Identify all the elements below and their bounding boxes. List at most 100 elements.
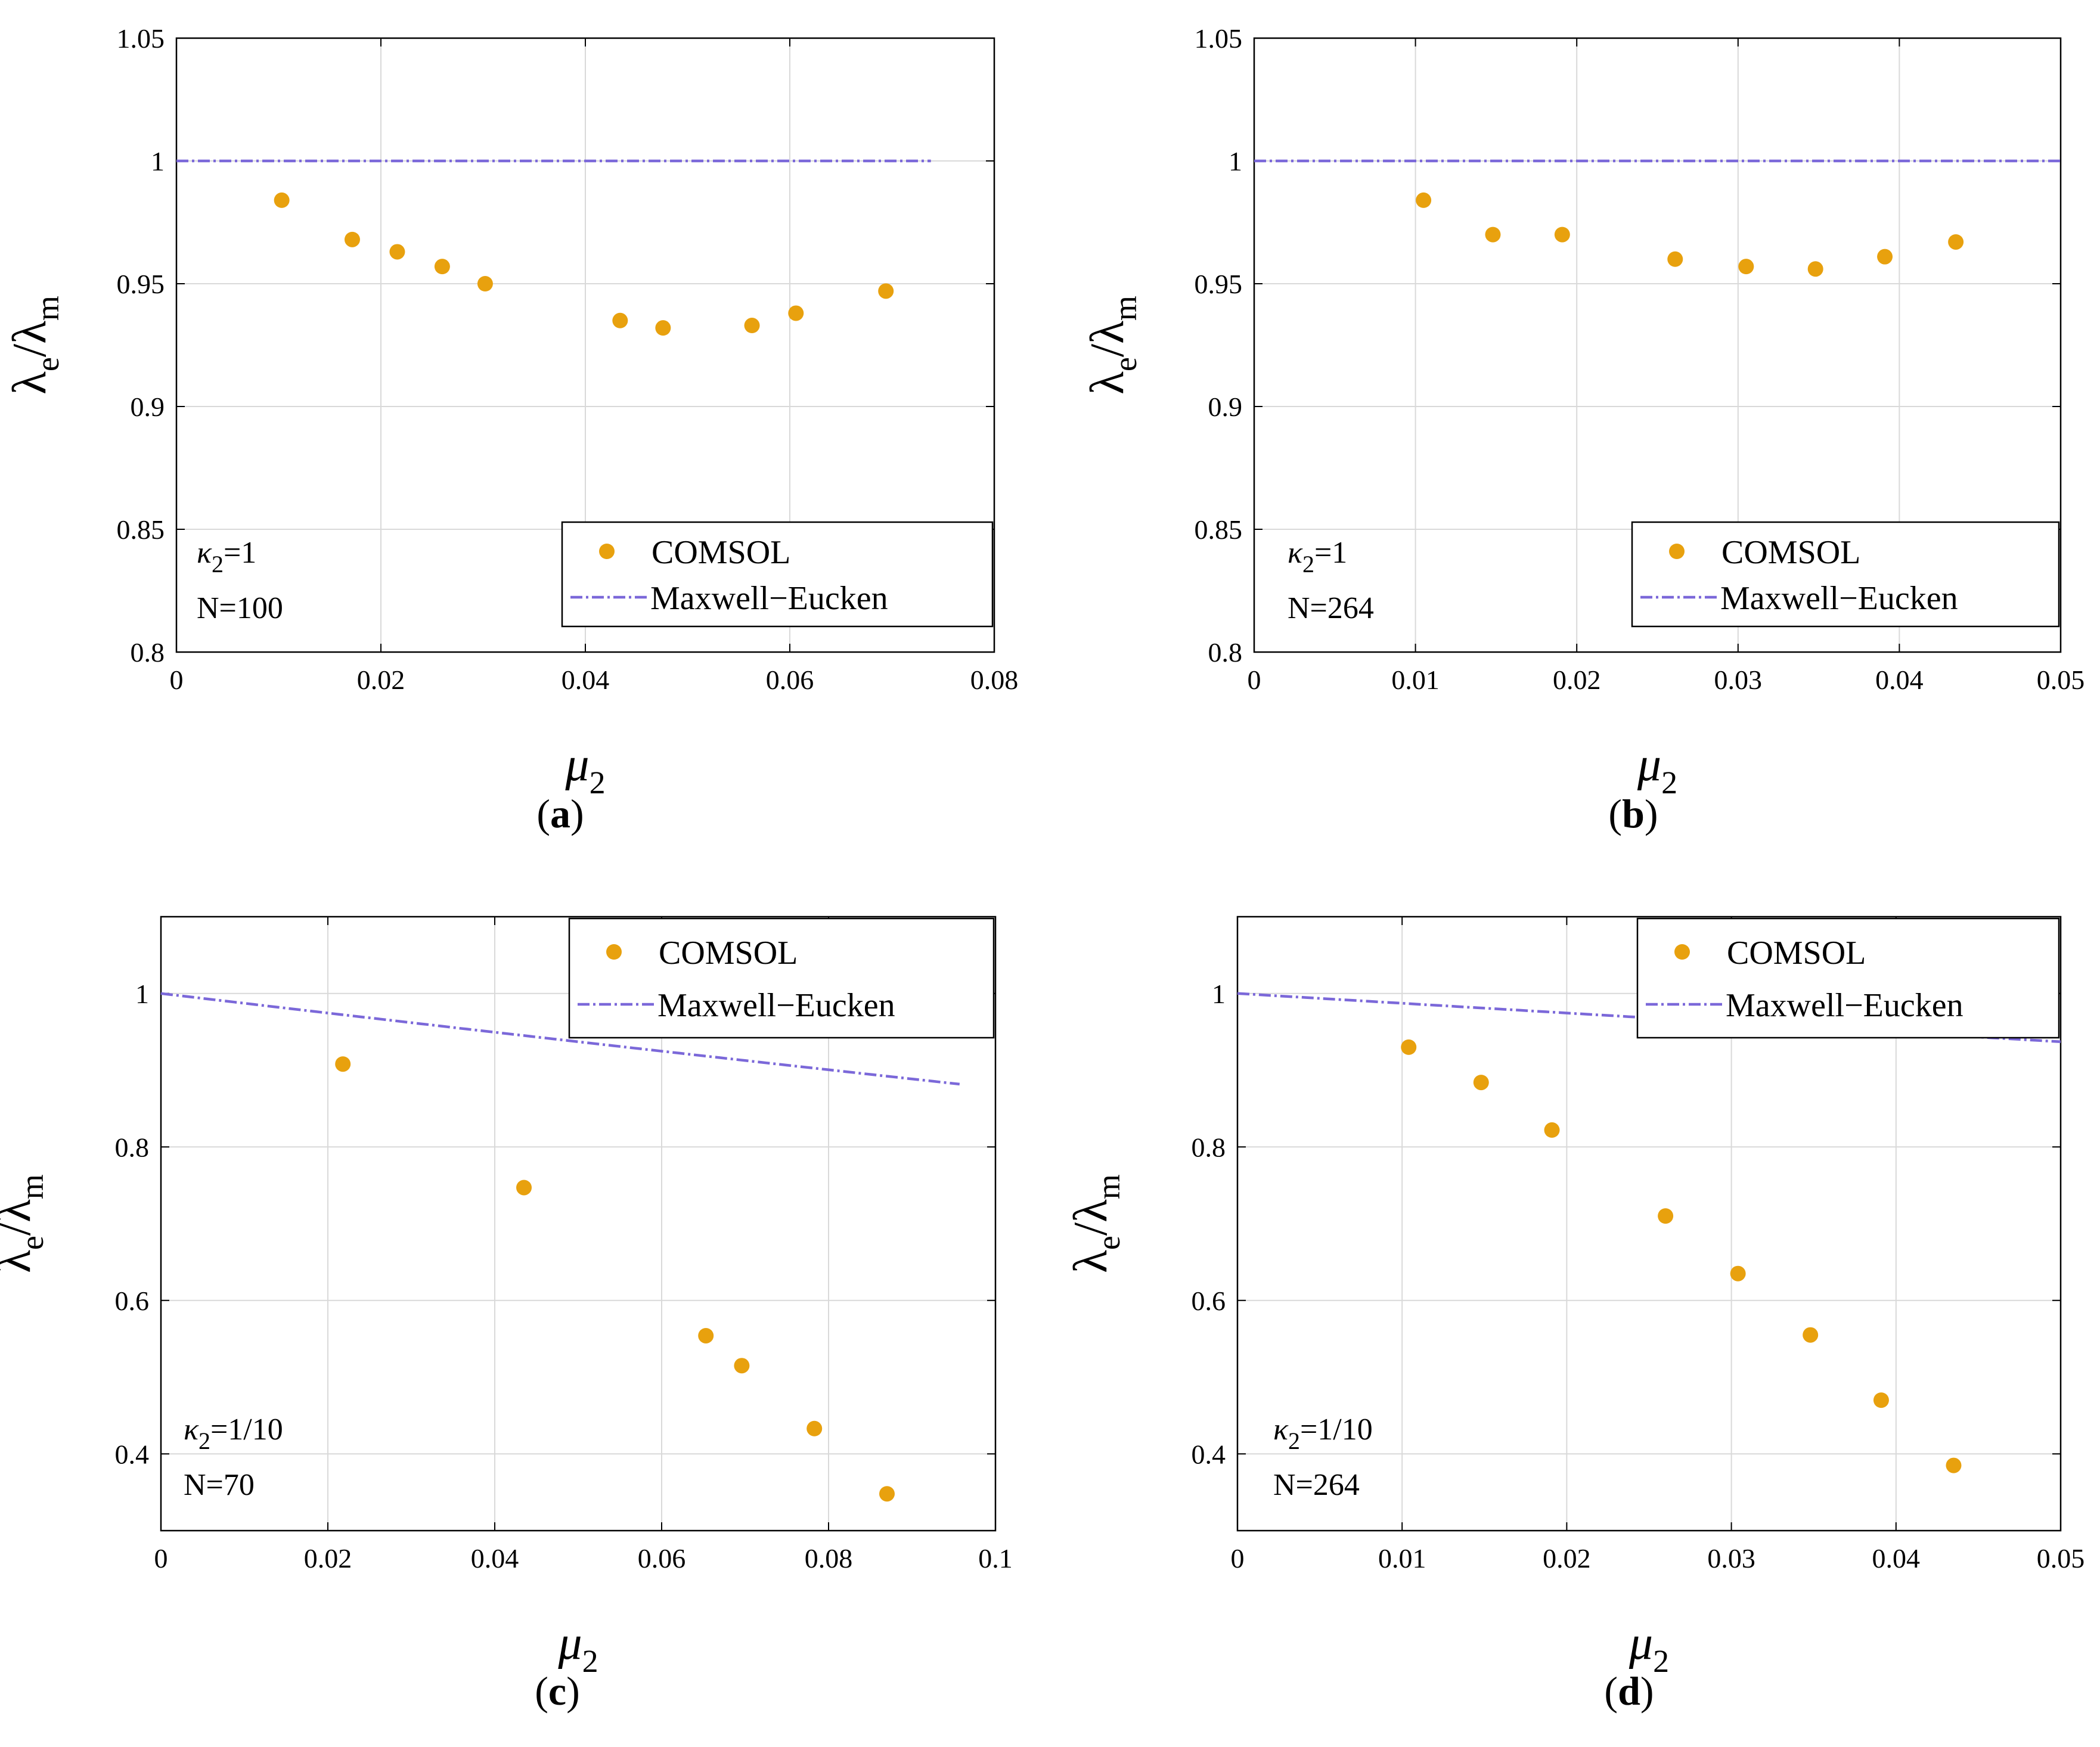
- y-tick-label: 0.6: [115, 1286, 150, 1316]
- y-tick-label: 0.95: [1195, 269, 1243, 299]
- legend-comsol-marker: [1669, 544, 1685, 559]
- legend-comsol-marker: [606, 944, 622, 960]
- panel-caption: (c): [535, 1668, 580, 1714]
- y-tick-label: 1: [1212, 979, 1226, 1009]
- x-tick-label: 0.02: [357, 665, 405, 695]
- y-tick-label: 0.8: [1208, 637, 1243, 668]
- maxwell-eucken-line: [160, 992, 960, 1086]
- legend-maxwell-eucken-label: Maxwell−Eucken: [1726, 987, 1963, 1024]
- panel-caption: (b): [1608, 791, 1658, 836]
- legend-comsol-label: COMSOL: [1721, 534, 1860, 571]
- comsol-point: [1544, 1122, 1560, 1138]
- sample-count-annotation: N=100: [197, 591, 283, 625]
- x-tick-label: 0.02: [1553, 665, 1601, 695]
- x-tick-label: 0.06: [766, 665, 814, 695]
- x-tick-label: 0.08: [970, 665, 1019, 695]
- y-tick-label: 0.85: [117, 514, 165, 545]
- x-axis-label: μ2: [564, 738, 605, 800]
- x-axis-label: μ2: [1628, 1617, 1669, 1679]
- comsol-point: [344, 231, 360, 247]
- comsol-point: [1473, 1075, 1489, 1091]
- x-axis-label: μ2: [1637, 738, 1677, 800]
- comsol-point: [1667, 251, 1683, 267]
- panel-caption: (d): [1604, 1668, 1654, 1714]
- comsol-point: [1554, 226, 1570, 243]
- y-axis-label: λe/λm: [1081, 296, 1143, 395]
- x-tick-label: 0.04: [1875, 665, 1924, 695]
- y-axis-label: λe/λm: [1065, 1174, 1127, 1273]
- legend: COMSOL Maxwell−Eucken: [561, 521, 994, 628]
- comsol-point: [698, 1327, 714, 1343]
- comsol-point: [1401, 1039, 1417, 1055]
- x-tick-label: 0.04: [1872, 1543, 1921, 1574]
- legend: COMSOL Maxwell−Eucken: [568, 917, 995, 1039]
- comsol-point: [612, 312, 628, 328]
- panel-caption: (a): [536, 791, 584, 836]
- y-tick-label: 1.05: [1195, 23, 1243, 54]
- x-tick-label: 0.06: [638, 1543, 686, 1574]
- comsol-point: [879, 1486, 895, 1502]
- comsol-point: [434, 259, 450, 275]
- y-tick-label: 0.8: [131, 637, 165, 668]
- chart-panel-b: 0 0.01 0.02 0.03 0.04 0.05 0.8 0.85 0.9 0.95 1 1.05…: [1081, 23, 2085, 836]
- chart-panel-c: 0 0.02 0.04 0.06 0.08 0.1 0.4 0.6 0.8 1 COMSOL Maxw…: [0, 916, 1013, 1714]
- sample-count-annotation: N=264: [1288, 591, 1374, 625]
- legend-comsol-marker: [599, 544, 615, 559]
- comsol-point: [878, 283, 894, 299]
- y-tick-label: 0.4: [1192, 1439, 1226, 1469]
- x-tick-label: 0.02: [1543, 1543, 1591, 1574]
- legend-comsol-label: COMSOL: [659, 935, 798, 972]
- comsol-point: [516, 1180, 532, 1196]
- comsol-point: [1807, 261, 1823, 277]
- y-tick-label: 0.95: [117, 269, 165, 299]
- y-axis-label: λe/λm: [4, 296, 66, 395]
- x-tick-label: 0: [1231, 1543, 1245, 1574]
- y-tick-label: 1: [151, 146, 165, 176]
- legend-box: [561, 521, 994, 628]
- sample-count-annotation: N=70: [184, 1468, 255, 1502]
- comsol-point: [1873, 1392, 1889, 1408]
- legend-maxwell-eucken-label: Maxwell−Eucken: [650, 580, 888, 617]
- y-tick-label: 1.05: [117, 23, 165, 54]
- comsol-point: [788, 305, 804, 321]
- x-tick-label: 0.05: [2037, 665, 2085, 695]
- y-tick-label: 1: [1229, 146, 1242, 176]
- x-tick-label: 0.1: [978, 1543, 1013, 1574]
- legend: COMSOL Maxwell−Eucken: [1631, 521, 2060, 628]
- sample-count-annotation: N=264: [1273, 1468, 1360, 1502]
- x-tick-label: 0.04: [471, 1543, 519, 1574]
- comsol-point: [1485, 226, 1501, 243]
- comsol-point: [274, 192, 290, 208]
- y-tick-label: 0.9: [131, 392, 165, 422]
- chart-panel-a: 0 0.02 0.04 0.06 0.08 0.8 0.85 0.9 0.95 1 1.05 COMS…: [4, 23, 1018, 836]
- x-tick-label: 0.08: [805, 1543, 853, 1574]
- x-tick-label: 0.01: [1391, 665, 1440, 695]
- legend-maxwell-eucken-label: Maxwell−Eucken: [657, 987, 895, 1024]
- legend-comsol-label: COMSOL: [652, 534, 790, 571]
- x-axis-label: μ2: [557, 1617, 598, 1679]
- comsol-point: [389, 244, 405, 260]
- comsol-point: [1803, 1327, 1819, 1343]
- x-tick-label: 0: [1248, 665, 1261, 695]
- legend: COMSOL Maxwell−Eucken: [1636, 917, 2060, 1039]
- x-tick-label: 0.03: [1714, 665, 1763, 695]
- x-tick-label: 0: [154, 1543, 168, 1574]
- chart-panel-d: 0 0.01 0.02 0.03 0.04 0.05 0.4 0.6 0.8 1 COMSOL Max…: [1065, 916, 2085, 1714]
- kappa-annotation: κ2=1/10: [184, 1413, 283, 1454]
- y-tick-label: 0.4: [115, 1439, 150, 1469]
- comsol-point: [807, 1420, 823, 1436]
- comsol-point: [1738, 259, 1754, 275]
- legend-comsol-marker: [1674, 944, 1690, 960]
- x-tick-label: 0.03: [1707, 1543, 1755, 1574]
- legend-box: [1631, 521, 2060, 628]
- legend-box: [568, 917, 995, 1039]
- x-tick-label: 0.04: [562, 665, 610, 695]
- comsol-point: [744, 318, 760, 334]
- comsol-point: [1730, 1265, 1746, 1281]
- legend-maxwell-eucken-label: Maxwell−Eucken: [1720, 580, 1958, 617]
- y-tick-label: 0.8: [1192, 1132, 1226, 1162]
- y-tick-label: 0.85: [1195, 514, 1243, 545]
- x-tick-label: 0.01: [1378, 1543, 1426, 1574]
- x-tick-label: 0.02: [304, 1543, 352, 1574]
- comsol-point: [1946, 1457, 1962, 1473]
